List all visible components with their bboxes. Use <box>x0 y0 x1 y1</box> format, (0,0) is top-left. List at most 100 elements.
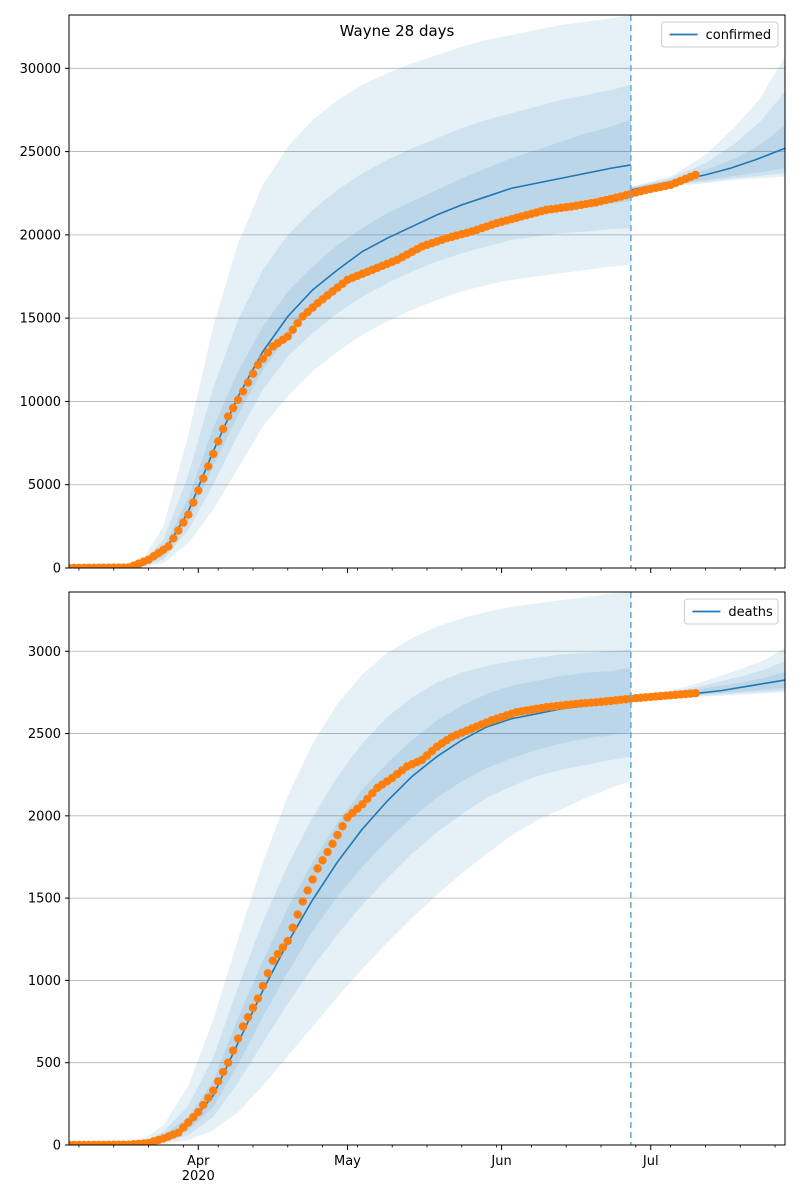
observed-point <box>208 1086 218 1095</box>
panel-confirmed: 0 5000 10000 15000 20000 25000 30000 confirmed <box>20 14 786 577</box>
forecast-band-mid <box>630 91 785 193</box>
observed-point <box>218 1067 228 1077</box>
forecast-band-inner <box>630 124 785 192</box>
observed-point <box>358 800 367 809</box>
observed-point <box>313 864 322 873</box>
observed-point <box>253 360 263 369</box>
observed-point <box>204 1093 213 1103</box>
observed-point <box>233 395 243 404</box>
x-tick-label: Apr <box>187 1154 210 1169</box>
y-tick-label: 15000 <box>20 312 61 327</box>
observed-point <box>253 994 263 1003</box>
figure-title: Wayne 28 days <box>340 22 455 40</box>
observed-point <box>184 510 193 519</box>
observed-point <box>308 875 317 884</box>
observed-point <box>248 369 258 378</box>
observed-point <box>288 325 297 335</box>
observed-point <box>268 956 278 965</box>
observed-point <box>194 486 203 495</box>
observed-point <box>243 1012 253 1022</box>
y-tick-label: 3000 <box>28 645 61 660</box>
credible-band-inner <box>69 667 631 1145</box>
x-tick-label: Jun <box>490 1154 511 1169</box>
legend-deaths: deaths <box>683 598 779 625</box>
observed-point <box>328 839 337 849</box>
plot-area-deaths <box>69 592 785 1145</box>
observed-point <box>283 936 292 946</box>
y-tick-label: 25000 <box>20 145 61 160</box>
observed-point <box>293 910 302 919</box>
observed-point <box>164 542 173 551</box>
observed-point <box>263 348 273 357</box>
observed-point <box>179 518 188 527</box>
observed-point <box>194 1107 203 1117</box>
y-tick-label: 500 <box>36 1056 61 1071</box>
x-tick-label: May <box>334 1154 361 1169</box>
y-tick-label: 20000 <box>20 228 61 243</box>
observed-point <box>691 170 700 180</box>
y-tick-label: 1500 <box>28 892 61 907</box>
observed-point <box>273 949 283 959</box>
legend-confirmed: confirmed <box>661 21 779 48</box>
observed-point <box>288 923 297 932</box>
y-tick-label: 10000 <box>20 395 61 410</box>
observed-point <box>333 830 342 840</box>
y-tick-label: 0 <box>53 1139 61 1154</box>
observed-point <box>338 822 347 831</box>
y-tick-label: 2000 <box>28 809 61 824</box>
observed-point <box>691 689 700 698</box>
observed-point <box>258 354 268 363</box>
observed-point <box>248 1003 258 1013</box>
observed-point <box>189 498 198 507</box>
observed-point <box>228 403 238 413</box>
observed-point <box>174 526 183 535</box>
observed-point <box>238 387 248 396</box>
observed-point <box>208 449 218 459</box>
forecast-band-mid <box>630 661 785 701</box>
plots: 050001000015000200002500030000confirmed0… <box>20 14 786 1184</box>
observed-point <box>243 378 253 387</box>
observed-point <box>318 856 327 865</box>
credible-band-mid <box>69 649 631 1145</box>
observed-point <box>218 424 228 434</box>
x-tick-label: Jul <box>642 1154 659 1169</box>
forecast-band-outer <box>630 56 785 194</box>
observed-point <box>323 847 332 857</box>
observed-point <box>199 1100 208 1110</box>
observed-point <box>363 794 372 804</box>
observed-point <box>213 1077 223 1086</box>
forecast-band-outer <box>630 647 785 701</box>
observed-point <box>233 1034 243 1043</box>
y-tick-label: 5000 <box>28 478 61 493</box>
observed-point <box>293 318 302 328</box>
credible-band-outer <box>69 592 631 1145</box>
observed-point <box>303 886 312 895</box>
y-tick-label: 2500 <box>28 727 61 742</box>
observed-point <box>223 1058 233 1067</box>
observed-point <box>228 1046 238 1055</box>
y-tick-label: 30000 <box>20 62 61 77</box>
legend-box <box>683 598 779 625</box>
observed-point <box>169 534 178 543</box>
legend-label: confirmed <box>706 28 772 43</box>
observed-point <box>278 943 288 952</box>
y-tick-label: 0 <box>53 562 61 577</box>
x-tick-sublabel: 2020 <box>182 1169 215 1184</box>
y-tick-label: 1000 <box>28 974 61 989</box>
plot-area-confirmed <box>69 15 785 568</box>
observed-point <box>258 981 268 991</box>
credible-band-inner <box>69 119 631 568</box>
observed-point <box>223 412 233 421</box>
credible-band-mid <box>69 84 631 568</box>
legend-box <box>661 21 779 48</box>
observed-point <box>238 1022 248 1031</box>
observed-point <box>298 897 307 906</box>
observed-point <box>283 332 292 341</box>
legend-label: deaths <box>728 605 773 620</box>
observed-point <box>204 462 213 471</box>
credible-band-outer <box>69 15 631 568</box>
observed-point <box>199 474 208 483</box>
